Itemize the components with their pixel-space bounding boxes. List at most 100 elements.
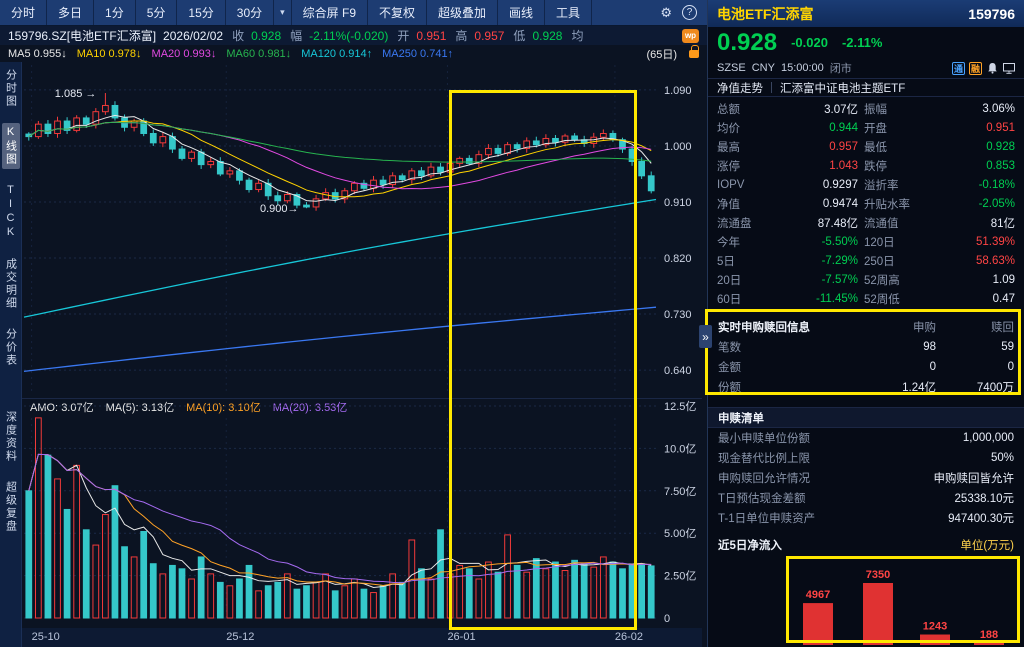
sidebar-item-K线图[interactable]: K线图 (1, 123, 20, 169)
stat-label: 升贴水率 (864, 198, 910, 211)
currency-label: CNY (751, 62, 775, 74)
subscription-title: 实时申购赎回信息 (718, 322, 810, 334)
panel-expander[interactable]: » (699, 325, 712, 348)
stat-label: IOPV (717, 178, 745, 191)
stat-label: 总额 (717, 103, 740, 116)
quote-row: 0.928 -0.020 -2.11% (708, 27, 1024, 58)
stat-value: -0.18% (978, 178, 1015, 191)
sidebar-item-分时图[interactable]: 分时图 (4, 69, 17, 108)
ma-indicator-MA60: MA60 0.981↓ (226, 47, 292, 60)
high-label: 高 (455, 29, 468, 43)
stats-row: 最高 0.957 最低 0.928 (708, 137, 1024, 156)
net-inflow-title: 近5日净流入 (718, 540, 782, 552)
sidebar-item-深度资料[interactable]: 深度资料 (4, 411, 17, 463)
stat-value: 0.9474 (822, 197, 858, 210)
ma-indicator-bar: MA5 0.955↓ MA10 0.978↓ MA20 0.993↓ MA60 0.9… (0, 44, 707, 62)
help-icon[interactable]: ? (682, 5, 697, 20)
settings-gear-icon[interactable]: ⚙ (660, 4, 672, 20)
bell-icon[interactable] (987, 62, 998, 74)
wp-badge-icon: wp (682, 28, 699, 43)
period-tab-多日[interactable]: 多日 (47, 0, 95, 25)
stat-label: 5日 (717, 255, 735, 268)
left-sidebar: 分时图 K线图 TICK 成交明细分价表深度资料超级复盘 (0, 62, 22, 647)
redeem-column-label: 赎回 (991, 322, 1014, 334)
svg-text:0.640: 0.640 (664, 365, 692, 377)
period-tab-1分[interactable]: 1分 (94, 0, 136, 25)
stats-row: 20日 -7.57% 52周高 1.09 (708, 270, 1024, 289)
ma-values: MA5 0.955↓ MA10 0.978↓ MA20 0.993↓ MA60 0.9… (8, 48, 453, 60)
subscribe-column-label: 申购 (913, 322, 936, 334)
stats-row: IOPV 0.9297 溢折率 -0.18% (708, 175, 1024, 194)
stat-label: 开盘 (864, 122, 887, 135)
low-label: 低 (513, 29, 526, 43)
stat-value: 1.09 (992, 273, 1015, 286)
stats-row: 60日 -11.45% 52周低 0.47 (708, 289, 1024, 308)
period-tab-30分[interactable]: 30分 (226, 0, 275, 25)
svg-text:0.900→: 0.900→ (260, 203, 299, 215)
net-inflow-chart: 4967 7350 1243 188 (708, 555, 1024, 647)
tool-button-超级叠加[interactable]: 超级叠加 (427, 0, 499, 25)
tool-button-画线[interactable]: 画线 (498, 0, 546, 25)
nav-trend-tab[interactable]: 净值走势 (717, 82, 763, 95)
stat-value: -7.57% (821, 273, 858, 286)
svg-text:1.000: 1.000 (664, 141, 692, 153)
close-label: 收 (232, 29, 245, 43)
subscription-row: 笔数 98 59 (708, 337, 1024, 357)
redemption-value: 1,000,000 (962, 432, 1014, 444)
kline-chart[interactable]: 1.090 1.000 0.910 0.820 0.730 0.640 1.085 → 0.9… (22, 62, 702, 398)
ma-indicator-MA5: MA5 0.955↓ (8, 47, 67, 60)
period-tab-15分[interactable]: 15分 (177, 0, 226, 25)
open-label: 开 (397, 29, 410, 43)
tool-button-工具[interactable]: 工具 (545, 0, 593, 25)
stat-value: 51.39% (975, 235, 1015, 248)
stats-row: 5日 -7.29% 250日 58.63% (708, 251, 1024, 270)
change-label: 幅 (290, 29, 303, 43)
stats-row: 今年 -5.50% 120日 51.39% (708, 232, 1024, 251)
subscription-header: 实时申购赎回信息 申购 赎回 (708, 317, 1024, 337)
sidebar-item-成交明细[interactable]: 成交明细 (4, 258, 17, 310)
subscription-label: 笔数 (718, 342, 741, 354)
amo-value: AMO: 3.07亿 (30, 401, 94, 414)
redeem-value: 0 (1007, 361, 1014, 373)
period-dropdown-caret-icon[interactable]: ▾ (274, 0, 292, 25)
stat-label: 60日 (717, 293, 742, 306)
stats-grid: 总额 3.07亿 振幅 3.06% 均价 0.944 开盘 0.951 最高 0.957 最低 0.9… (708, 97, 1024, 308)
net-inflow-header: 近5日净流入 单位(万元) (708, 535, 1024, 555)
stat-value: 1.043 (829, 159, 858, 172)
stat-label: 流通值 (864, 217, 899, 230)
monitor-icon[interactable] (1003, 62, 1015, 74)
lock-icon[interactable] (689, 44, 699, 58)
period-tabs: 分时 多日 1分 5分 15分 30分 (0, 0, 275, 25)
svg-text:188: 188 (980, 629, 998, 641)
svg-text:0.820: 0.820 (664, 253, 692, 265)
x-axis-label: 26-01 (447, 631, 476, 643)
period-tab-分时[interactable]: 分时 (0, 0, 48, 25)
sidebar-item-TICK[interactable]: TICK (4, 184, 17, 240)
price-change-pct: -2.11% (841, 35, 883, 50)
toolbar-buttons: 综合屏 F9 不复权 超级叠加 画线 工具 (292, 0, 593, 25)
subscription-label: 份额 (718, 382, 741, 394)
stat-label: 流通盘 (717, 217, 752, 230)
svg-text:7.50亿: 7.50亿 (664, 485, 696, 498)
period-tab-5分[interactable]: 5分 (136, 0, 178, 25)
svg-text:4967: 4967 (806, 589, 830, 601)
sidebar-item-分价表[interactable]: 分价表 (4, 328, 17, 367)
x-axis-labels: 25-10 25-12 26-01 26-02 (22, 628, 702, 647)
tool-button-综合屏 F9[interactable]: 综合屏 F9 (292, 0, 368, 25)
tool-button-不复权[interactable]: 不复权 (368, 0, 428, 25)
stat-value: 0.853 (986, 159, 1015, 172)
redemption-label: 现金替代比例上限 (718, 453, 810, 465)
toolbar-icons: ⚙ ? (660, 0, 707, 25)
x-axis-label: 25-10 (31, 631, 60, 643)
stat-value: -2.05% (978, 197, 1015, 210)
volume-chart[interactable]: 12.5亿 10.0亿 7.50亿 5.00亿 2.50亿 0 (22, 400, 702, 628)
stats-row: 均价 0.944 开盘 0.951 (708, 118, 1024, 137)
redemption-label: 申购赎回允许情况 (718, 473, 810, 485)
svg-text:0.730: 0.730 (664, 309, 692, 321)
redeem-value: 59 (1001, 341, 1014, 353)
price-change: -0.020 (791, 35, 828, 50)
sidebar-item-超级复盘[interactable]: 超级复盘 (4, 481, 17, 533)
change-value: -2.11%(-0.020) (309, 28, 389, 43)
svg-text:10.0亿: 10.0亿 (664, 442, 696, 455)
ma-indicator-MA120: MA120 0.914↑ (301, 47, 373, 60)
